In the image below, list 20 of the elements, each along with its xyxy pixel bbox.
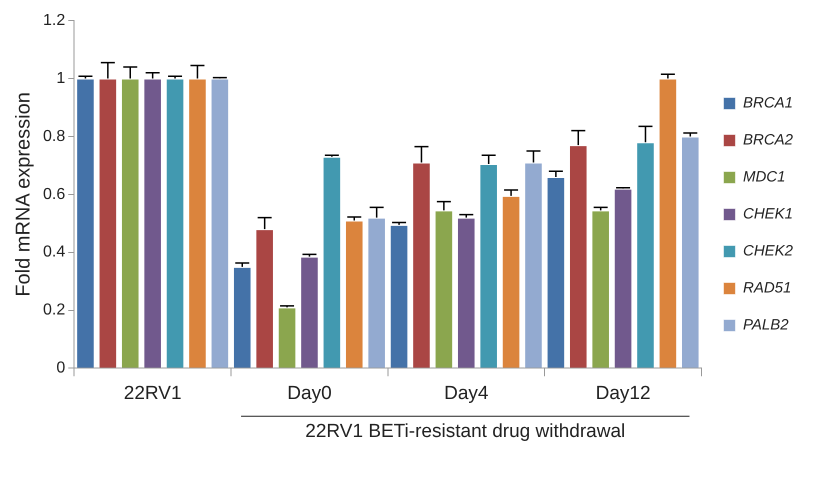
legend-label: BRCA2 [742, 132, 794, 149]
y-tick-label: 1 [56, 70, 66, 87]
y-tick-label: 1.2 [42, 12, 66, 30]
x-tick-label: 22RV1 [124, 382, 182, 404]
x-tick-label: Day4 [444, 382, 489, 404]
y-tick-label: 0.6 [42, 186, 66, 203]
legend-label: PALB2 [742, 316, 790, 334]
x-tick-label: Day0 [287, 382, 332, 404]
y-tick-label: 0.4 [42, 244, 66, 261]
legend-label: CHEK2 [742, 242, 794, 260]
text: 22RV1 BETi-resistant drug withdrawal [305, 420, 626, 442]
legend-label: CHEK1 [742, 206, 794, 223]
legend-label: BRCA1 [742, 94, 794, 112]
legend-label: MDC1 [742, 168, 786, 186]
legend-label: RAD51 [742, 280, 792, 297]
y-tick-label: 0.2 [42, 302, 66, 319]
y-tick-label: 0 [56, 360, 66, 377]
x-tick-label: Day12 [596, 382, 651, 404]
y-tick-label: 0.8 [42, 128, 66, 145]
y-axis-title: Fold mRNA expression [12, 92, 35, 297]
